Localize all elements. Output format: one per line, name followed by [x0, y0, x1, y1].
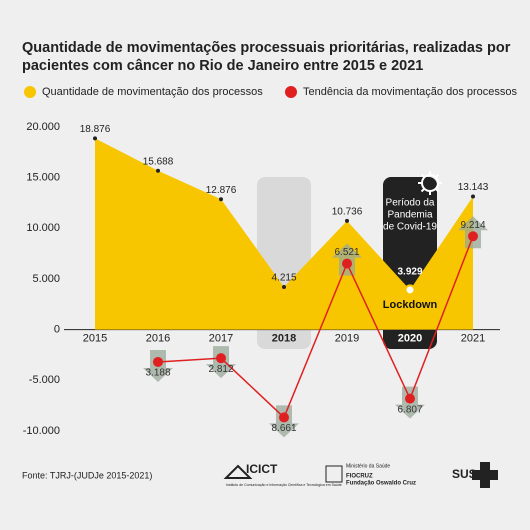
x-tick-label: 2019	[335, 333, 359, 345]
value-label: 4.215	[271, 273, 296, 284]
value-label: 2.812	[208, 364, 233, 375]
value-label: 13.143	[458, 182, 489, 193]
logo-text: Ministério da Saúde	[346, 463, 390, 469]
point	[468, 231, 478, 242]
logo-text: SUS	[452, 467, 477, 481]
point	[219, 197, 223, 202]
x-tick-label: 2020	[398, 333, 422, 345]
legend-label: Quantidade de movimentação dos processos	[42, 86, 263, 98]
logo-shape	[472, 462, 498, 488]
source: Fonte: TJRJ-(JUDJe 2015-2021)	[22, 470, 152, 480]
value-label: 18.876	[80, 124, 111, 135]
virus-spike	[434, 173, 440, 179]
x-tick-label: 2017	[209, 333, 233, 345]
virus-icon	[418, 171, 442, 195]
point	[216, 353, 226, 364]
y-tick-label: 15.000	[26, 172, 60, 184]
logo-text: FIOCRUZ	[346, 474, 373, 480]
legend-label: Tendência da movimentação dos processos	[303, 86, 518, 98]
point	[471, 194, 475, 199]
virus-spike	[420, 187, 426, 193]
legend-marker	[24, 86, 36, 98]
x-tick-label: 2016	[146, 333, 170, 345]
point	[156, 168, 160, 173]
logo-shape	[325, 465, 343, 483]
chart-title: Quantidade de movimentações processuais …	[22, 40, 511, 56]
value-label: 3.188	[145, 368, 170, 379]
y-tick-label: 0	[54, 324, 60, 336]
y-tick-label: 10.000	[26, 222, 60, 234]
point	[153, 356, 163, 367]
annotation: Lockdown	[383, 299, 438, 311]
point	[404, 284, 416, 296]
value-label: 3.929	[397, 266, 422, 277]
value-label: 6.521	[334, 247, 359, 258]
x-tick-label: 2018	[272, 333, 296, 345]
y-tick-label: 20.000	[26, 121, 60, 133]
legend-marker	[285, 86, 297, 98]
area	[95, 138, 473, 330]
logo-fiocruz: Ministério da Saúde FIOCRUZ Fundação Osw…	[325, 463, 416, 487]
logo-text: Instituto de Comunicação e Informação Ci…	[226, 483, 342, 487]
x-tick-label: 2015	[83, 333, 107, 345]
point	[345, 218, 349, 223]
value-label: 15.688	[143, 156, 174, 167]
point	[93, 136, 97, 141]
annotation: Período da	[386, 198, 435, 209]
virus-spike	[420, 173, 426, 179]
y-tick-label: 5.000	[32, 273, 60, 285]
trend-line	[157, 236, 474, 419]
chart-title: pacientes com câncer no Rio de Janeiro e…	[22, 58, 423, 74]
point	[282, 284, 286, 289]
annotation: de Covid-19	[383, 222, 437, 233]
value-label: 9.214	[460, 220, 485, 231]
value-label: 10.736	[332, 207, 363, 218]
y-tick-label: -10.000	[23, 425, 60, 437]
y-tick-label: -5.000	[29, 374, 60, 386]
logo-text: Fundação Oswaldo Cruz	[346, 481, 416, 487]
x-tick-label: 2021	[461, 333, 485, 345]
logo-icict: ICICT Instituto de Comunicação e Informa…	[223, 462, 342, 487]
point	[279, 412, 289, 423]
annotation: Pandemia	[387, 210, 432, 221]
value-label: 12.876	[206, 185, 237, 196]
point	[405, 393, 415, 404]
logo-text: ICICT	[246, 462, 278, 476]
virus-spike	[434, 187, 440, 193]
value-label: 8.661	[271, 423, 296, 434]
logo-sus: SUS	[452, 462, 498, 488]
logo-shape	[223, 464, 253, 479]
value-label: 6.807	[397, 404, 422, 415]
point	[342, 258, 352, 269]
